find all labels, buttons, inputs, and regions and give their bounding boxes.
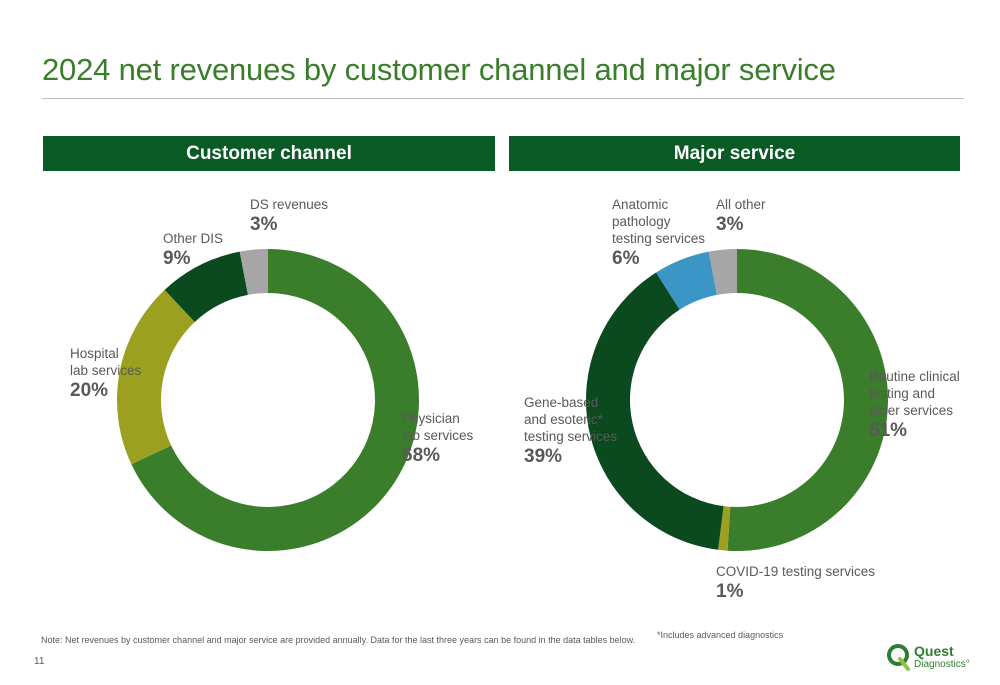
slice-value-all-other: 3%: [716, 214, 744, 235]
customer-channel-header: Customer channel: [43, 136, 495, 171]
donut-slice-1-4: [708, 249, 737, 295]
slice-name-all-other: All other: [716, 197, 766, 212]
title-divider: [42, 98, 964, 99]
slice-name-other-dis: Other DIS: [163, 231, 224, 246]
note-text: Note: Net revenues by customer channel a…: [41, 635, 636, 645]
slice-label-covid: COVID-19 testing services 1%: [716, 563, 876, 602]
slice-value-covid: 1%: [716, 581, 744, 602]
donut-slice-1-3: [656, 251, 717, 310]
slice-value-hospital: 20%: [70, 380, 109, 401]
slice-name-anatomic-pathology: Anatomic pathology testing services: [612, 197, 706, 246]
slice-name-routine-clinical: Routine clinical testing and other servi…: [869, 369, 960, 418]
quest-logo: Quest Diagnostics°: [886, 643, 970, 673]
slice-value-gene-based: 39%: [524, 446, 563, 467]
donut-slice-0-2: [164, 251, 248, 323]
slice-value-routine-clinical: 51%: [869, 420, 908, 441]
logo-name: Quest: [914, 643, 954, 659]
slice-label-anatomic-pathology: Anatomic pathology testing services 6%: [612, 196, 706, 269]
slice-name-gene-based: Gene-based and esoteric* testing service…: [524, 395, 618, 444]
donut-slice-0-3: [239, 249, 268, 295]
slice-value-physician: 68%: [402, 445, 441, 466]
slice-label-all-other: All other 3%: [716, 196, 766, 235]
slice-name-physician: Physician lab services: [402, 411, 474, 443]
slice-value-ds-revenues: 3%: [250, 214, 278, 235]
logo-subtitle: Diagnostics°: [914, 659, 970, 670]
donut-slice-1-2: [585, 272, 724, 550]
slice-name-ds-revenues: DS revenues: [250, 197, 329, 212]
quest-logo-icon: [887, 644, 910, 671]
slice-name-covid: COVID-19 testing services: [716, 564, 876, 579]
slice-label-gene-based: Gene-based and esoteric* testing service…: [524, 394, 618, 467]
page-number: 11: [34, 656, 45, 667]
page-title: 2024 net revenues by customer channel an…: [42, 52, 836, 87]
slice-value-other-dis: 9%: [163, 248, 191, 269]
footnote-text: *Includes advanced diagnostics: [657, 630, 784, 640]
slice-label-routine-clinical: Routine clinical testing and other servi…: [869, 368, 960, 441]
slice-value-anatomic-pathology: 6%: [612, 248, 640, 269]
donut-slice-0-0: [131, 249, 420, 551]
slice-label-other-dis: Other DIS 9%: [163, 230, 224, 269]
donut-slice-1-1: [718, 506, 731, 551]
slice-name-hospital: Hospital lab services: [70, 346, 142, 378]
slice-label-hospital: Hospital lab services 20%: [70, 345, 142, 401]
donut-slice-1-0: [727, 248, 889, 552]
slice-label-ds-revenues: DS revenues 3%: [250, 196, 329, 235]
slice-label-physician: Physician lab services 68%: [402, 410, 474, 466]
major-service-header: Major service: [509, 136, 960, 171]
donut-slice-0-1: [116, 289, 195, 465]
